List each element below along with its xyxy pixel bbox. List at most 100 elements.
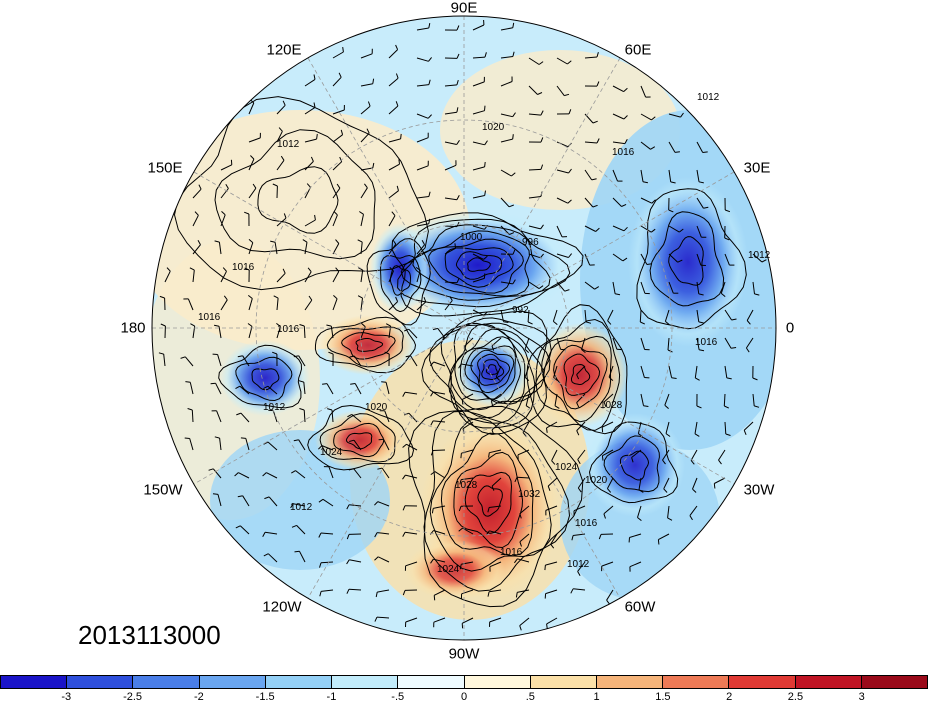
lon-label-0: 0 (786, 320, 794, 337)
wind-barb-flag (647, 264, 652, 265)
isobar-label: 1012 (567, 559, 590, 570)
colorbar-cell (663, 676, 729, 688)
wind-barb-flag (658, 540, 659, 545)
wind-barb (517, 477, 529, 478)
isobar-label: 1012 (290, 502, 313, 513)
colorbar-tick-label: -3 (61, 691, 71, 703)
wind-barb-flag (213, 494, 218, 495)
wind-barb-flag (485, 162, 486, 167)
lon-label-60w: 60W (625, 599, 656, 616)
isobar-label: 1024 (320, 447, 343, 458)
lon-label-150e: 150E (147, 160, 182, 177)
wind-barb (445, 226, 457, 227)
colorbar-tick-label: -1 (327, 691, 337, 703)
wind-barb-flag (547, 624, 548, 629)
wind-barb-flag (545, 565, 546, 570)
colorbar-cell (729, 676, 795, 688)
colorbar-cell (133, 676, 199, 688)
wind-barb-flag (675, 152, 680, 153)
wind-barb (640, 310, 641, 322)
isobar-label: 1016 (198, 312, 221, 323)
colorbar-tick-label: -.5 (391, 691, 404, 703)
colorbar-cell (796, 676, 862, 688)
colorbar-tick-label: -1.5 (256, 691, 275, 703)
wind-barb-flag (455, 243, 456, 248)
isobar-label: 1024 (437, 564, 460, 575)
wind-barb-flag (211, 383, 216, 384)
colorbar-tick-label: 1.5 (655, 691, 670, 703)
lon-label-150w: 150W (143, 482, 182, 499)
negative-anomaly (585, 413, 685, 517)
lon-label-60e: 60E (625, 42, 652, 59)
wind-barb-flag (547, 428, 548, 433)
wind-barb-flag (185, 382, 190, 383)
wind-barb-flag (322, 384, 327, 385)
colorbar-tick-label: 0 (461, 691, 467, 703)
colorbar-cell (332, 676, 398, 688)
wind-barb-flag (703, 152, 708, 153)
wind-barb-flag (485, 106, 486, 111)
colorbar-cell (465, 676, 531, 688)
lon-label-90w: 90W (449, 646, 480, 663)
wind-barb-flag (350, 384, 355, 385)
lon-label-30w: 30W (744, 482, 775, 499)
colorbar-tick-label: -2 (194, 691, 204, 703)
colorbar-cell (597, 676, 663, 688)
wind-barb-flag (602, 456, 603, 461)
wind-barb-flag (379, 439, 384, 440)
isobar-label: 1012 (748, 250, 771, 261)
lon-label-180: 180 (120, 320, 145, 337)
colorbar-cell (1, 676, 67, 688)
colorbar-tick-label: 2 (726, 691, 732, 703)
colorbar-cell (531, 676, 597, 688)
isobar-label: 1020 (482, 122, 505, 133)
wind-barb-flag (714, 484, 715, 489)
wind-barb-flag (401, 134, 402, 139)
isobar-label: 996 (522, 237, 539, 248)
colorbar-cell (200, 676, 266, 688)
wind-barb (529, 169, 541, 170)
wind-barb (192, 410, 193, 422)
isobar-label: 1028 (600, 400, 623, 411)
wind-barb-flag (381, 382, 386, 383)
wind-barb-flag (241, 438, 246, 439)
lon-label-30e: 30E (744, 160, 771, 177)
isobar-label: 1012 (277, 139, 300, 150)
wind-barb (304, 326, 305, 338)
isobar-label: 1024 (555, 462, 578, 473)
wind-barb (724, 394, 725, 406)
isobar-label: 1012 (263, 402, 286, 413)
colorbar-tick-label: 3 (859, 691, 865, 703)
isobar-label: 1032 (518, 489, 541, 500)
date-stamp: 2013113000 (78, 620, 221, 651)
isobar-label: 1000 (460, 232, 483, 243)
colorbar-tick-label: -2.5 (123, 691, 142, 703)
wind-barb (433, 450, 445, 451)
isobar-label: 992 (512, 305, 529, 316)
wind-barb-flag (343, 47, 344, 52)
isobar-label: 1016 (612, 147, 635, 158)
isobar-label: 1020 (365, 402, 388, 413)
colorbar-tick-label: 2.5 (788, 691, 803, 703)
colorbar (0, 675, 928, 689)
isobar-label: 1016 (695, 337, 718, 348)
colorbar-cell (266, 676, 332, 688)
isobar-label: 1020 (585, 475, 608, 486)
wind-barb-flag (489, 453, 490, 458)
wind-barb-flag (434, 595, 435, 600)
colorbar-tick-label: 1 (594, 691, 600, 703)
wind-barb-flag (461, 453, 462, 458)
isobar-label: 1016 (277, 324, 300, 335)
wind-barb-flag (317, 134, 318, 139)
wind-barb-flag (513, 134, 514, 139)
wind-barb-flag (462, 399, 463, 404)
lon-label-90e: 90E (451, 0, 478, 17)
wind-barb-flag (185, 438, 190, 439)
isobar-label: 1012 (697, 92, 720, 103)
isobar-label: 1028 (455, 480, 478, 491)
isobar-label: 1016 (232, 262, 255, 273)
colorbar-cell (862, 676, 927, 688)
colorbar-tick-label: .5 (526, 691, 535, 703)
lon-label-120w: 120W (262, 599, 301, 616)
